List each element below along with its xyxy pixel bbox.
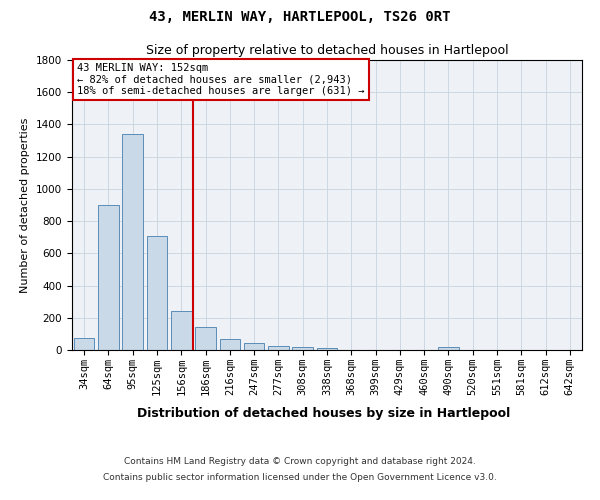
- Bar: [220, 338, 240, 350]
- Bar: [122, 134, 143, 350]
- Bar: [146, 236, 167, 350]
- Bar: [74, 338, 94, 350]
- Bar: [268, 346, 289, 350]
- Title: Size of property relative to detached houses in Hartlepool: Size of property relative to detached ho…: [146, 44, 508, 58]
- Text: Contains public sector information licensed under the Open Government Licence v3: Contains public sector information licen…: [103, 472, 497, 482]
- Bar: [292, 347, 313, 350]
- Text: 43 MERLIN WAY: 152sqm
← 82% of detached houses are smaller (2,943)
18% of semi-d: 43 MERLIN WAY: 152sqm ← 82% of detached …: [77, 63, 365, 96]
- Bar: [317, 348, 337, 350]
- Bar: [244, 343, 265, 350]
- Bar: [195, 328, 216, 350]
- Text: Contains HM Land Registry data © Crown copyright and database right 2024.: Contains HM Land Registry data © Crown c…: [124, 458, 476, 466]
- Bar: [98, 205, 119, 350]
- Y-axis label: Number of detached properties: Number of detached properties: [20, 118, 31, 292]
- Bar: [171, 312, 191, 350]
- Text: 43, MERLIN WAY, HARTLEPOOL, TS26 0RT: 43, MERLIN WAY, HARTLEPOOL, TS26 0RT: [149, 10, 451, 24]
- Bar: [438, 347, 459, 350]
- Text: Distribution of detached houses by size in Hartlepool: Distribution of detached houses by size …: [137, 408, 511, 420]
